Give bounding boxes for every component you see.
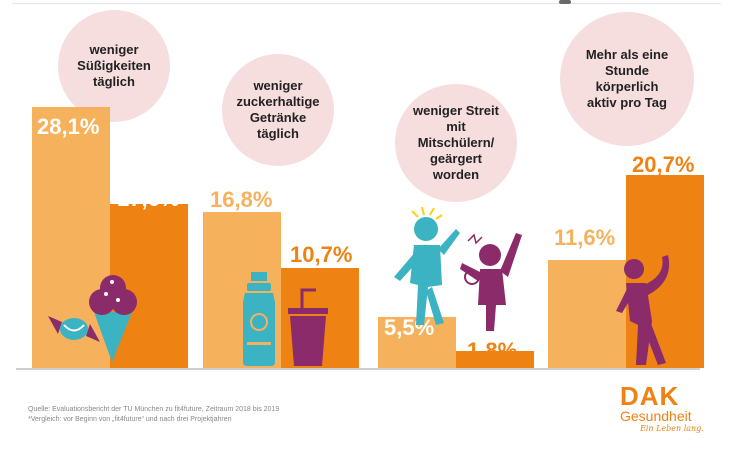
chart-baseline (16, 368, 700, 370)
bubble-conflict-line1: weniger Streit mit (413, 103, 499, 134)
value-conflict-before: 5,5% (384, 315, 435, 340)
bar-conflict-after (456, 351, 534, 368)
comparison-note: *Vergleich: vor Beginn von „fit4future“ … (28, 416, 232, 423)
bubble-drinks-line1: weniger (253, 78, 303, 93)
value-activity-after: 20,7% (632, 152, 695, 177)
water-bottle-icon (243, 272, 275, 366)
bubble-activity: Mehr als eine Stunde körperlich aktiv pr… (560, 12, 694, 146)
cup-with-straw-icon (288, 288, 328, 366)
bubble-conflict: weniger Streit mit Mitschülern/ geärgert… (395, 84, 517, 202)
exercising-person-icon (616, 255, 670, 365)
bar-activity-before (548, 260, 626, 368)
arguing-people-icon (394, 206, 522, 331)
source-footnote: Quelle: Evaluationsbericht der TU Münche… (28, 405, 279, 425)
value-conflict-after: 1,8% (467, 338, 518, 363)
value-drinks-before: 16,8% (210, 187, 273, 212)
bar-conflict-before (378, 317, 456, 368)
bubble-sweets-line1: weniger (89, 42, 139, 57)
bubble-conflict-line3: geärgert worden (429, 151, 483, 182)
source-line: Quelle: Evaluationsbericht der TU Münche… (28, 406, 280, 413)
bubble-drinks: weniger zuckerhaltige Getränke täglich (222, 54, 334, 166)
logo-slogan: Ein Leben lang. (640, 424, 704, 433)
bubble-activity-line3: aktiv pro Tag (587, 95, 667, 110)
bubble-drinks-line3: Getränke täglich (249, 110, 307, 141)
bubble-activity-line1: Mehr als eine (585, 47, 669, 62)
top-marker (559, 0, 571, 4)
value-activity-before: 11,6% (554, 225, 616, 250)
value-sweets-after: 17,6% (117, 186, 180, 211)
logo-name: Gesundheit (620, 408, 692, 424)
value-sweets-before: 28,1% (37, 114, 100, 139)
value-drinks-after: 10,7% (290, 242, 353, 267)
logo-brand: DAK (620, 381, 680, 411)
candy-icon (48, 316, 100, 342)
bubble-sweets-line3: täglich (93, 74, 135, 89)
bubble-drinks-line2: zuckerhaltige (236, 94, 320, 109)
bubble-conflict-line2: Mitschülern/ (417, 135, 495, 150)
bubble-sweets: weniger Süßigkeiten täglich (58, 10, 170, 122)
bubble-activity-line2: Stunde körperlich (595, 63, 659, 94)
dak-logo: DAK Gesundheit Ein Leben lang. (620, 381, 710, 433)
bubble-sweets-line2: Süßigkeiten (77, 58, 151, 73)
ice-cream-icon (89, 275, 137, 362)
top-divider (12, 0, 721, 4)
